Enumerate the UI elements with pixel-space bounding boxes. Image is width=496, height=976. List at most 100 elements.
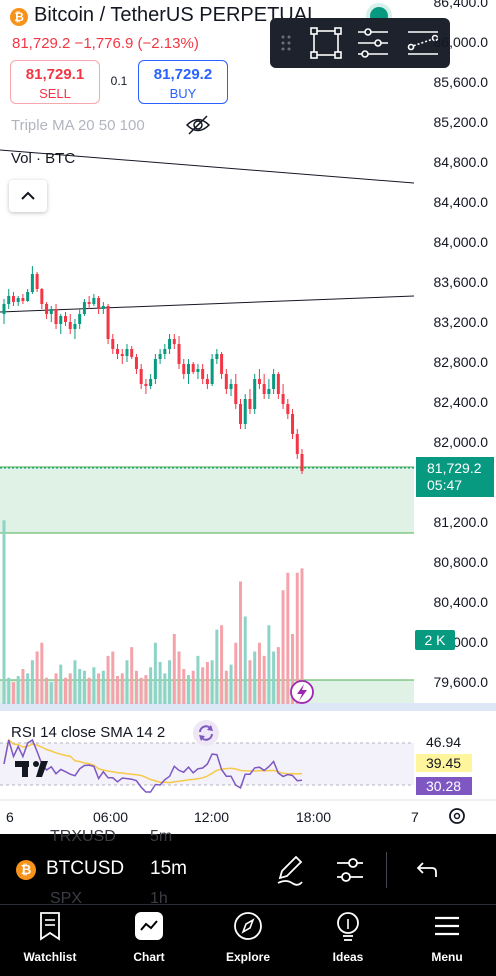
price-zone-rectangle[interactable] [0, 467, 414, 533]
candle [196, 364, 200, 379]
sell-button[interactable]: 81,729.1 SELL [10, 60, 100, 104]
time-tick: 7 [411, 809, 419, 825]
candle [172, 334, 176, 349]
candle [215, 349, 219, 364]
volume-bar [177, 651, 181, 704]
bitcoin-icon: ₿ [16, 860, 36, 880]
volume-bar [134, 670, 138, 704]
price-tick: 82,400.0 [433, 394, 489, 410]
volume-bar [224, 670, 228, 704]
volume-bar [182, 669, 186, 704]
bitcoin-glyph: ₿ [20, 862, 32, 877]
candle [35, 272, 39, 292]
pane-separator[interactable] [0, 703, 496, 711]
lightning-icon[interactable] [290, 680, 314, 704]
drag-handle-icon[interactable] [281, 35, 291, 51]
candle [26, 289, 30, 302]
volume-bar [92, 667, 96, 704]
candle [45, 302, 49, 319]
candle [272, 369, 276, 394]
drawing-toolbar[interactable] [270, 18, 450, 68]
candle [63, 312, 67, 326]
bitcoin-glyph: ₿ [14, 10, 24, 24]
price-tick: 84,000.0 [433, 234, 489, 250]
volume-bar [63, 677, 67, 704]
nav-explore[interactable]: Explore [198, 908, 298, 972]
trend-line-upper[interactable] [0, 149, 415, 184]
collapse-legend-button[interactable] [9, 180, 47, 212]
bar-countdown: 05:47 [427, 477, 463, 493]
candle [54, 304, 58, 329]
volume-bar [262, 655, 266, 704]
candle-body [243, 399, 247, 424]
candle [248, 389, 252, 414]
last-price-tag: 81,729.2 05:47 [416, 457, 494, 497]
candle-body [21, 298, 25, 301]
candle [78, 309, 82, 329]
candle [286, 399, 290, 419]
bottom-navigation [0, 904, 496, 976]
volume-bar [2, 520, 6, 704]
symbol-title[interactable]: Bitcoin / TetherUS PERPETUAL [34, 4, 319, 26]
candle-body [201, 369, 205, 379]
candle [295, 429, 299, 459]
indicators-settings-icon[interactable] [333, 852, 367, 888]
volume-label[interactable]: Vol · BTC [11, 150, 76, 167]
symbol-selector[interactable]: BTCUSD [46, 858, 125, 879]
nav-chart[interactable]: Chart [99, 908, 199, 972]
candle-body [35, 274, 39, 289]
fib-settings-icon[interactable] [407, 31, 439, 55]
nav-ideas[interactable]: Ideas [298, 908, 398, 972]
candle [111, 334, 115, 354]
candle-body [229, 384, 233, 389]
price-tick: 84,400.0 [433, 194, 489, 210]
volume-bar [106, 655, 110, 704]
candle-body [262, 384, 266, 394]
candle-body [26, 292, 30, 301]
parallel-channel-icon[interactable] [358, 28, 388, 58]
candle [59, 314, 63, 334]
rsi-label[interactable]: RSI 14 close SMA 14 2 [11, 724, 166, 741]
candle-body [215, 354, 219, 359]
candle [130, 346, 134, 359]
price-tick: 85,600.0 [433, 74, 489, 90]
candle [257, 369, 261, 389]
candle-body [68, 322, 72, 329]
trend-line-horizontal[interactable] [0, 295, 415, 313]
volume-bar [130, 647, 134, 704]
candle-body [300, 454, 304, 472]
candle-body [272, 374, 276, 389]
buy-label: BUY [169, 86, 197, 101]
candle-body [63, 316, 67, 322]
candle [116, 344, 120, 359]
refresh-icon [199, 725, 213, 741]
candle-body [73, 324, 77, 329]
buy-button[interactable]: 81,729.2 BUY [138, 60, 228, 104]
candle-body [153, 359, 157, 379]
undo-icon[interactable] [408, 852, 442, 888]
candle-body [97, 298, 101, 309]
rectangle-tool-icon[interactable] [310, 27, 342, 59]
candle [300, 449, 304, 474]
drawing-pen-icon[interactable] [272, 852, 306, 888]
hidden-eye-icon[interactable] [185, 114, 211, 136]
nav-menu[interactable]: Menu [397, 908, 496, 972]
volume-tag: 2 K [415, 630, 455, 650]
price-tick: 81,200.0 [433, 514, 489, 530]
interval-selector[interactable]: 15m [150, 858, 187, 879]
candles-layer [2, 266, 304, 474]
nav-watchlist[interactable]: Watchlist [0, 908, 100, 972]
candle-body [7, 296, 11, 304]
candle [16, 296, 20, 306]
volume-bar [87, 677, 91, 704]
price-tick: 86,000.0 [433, 34, 489, 50]
chart-settings-icon[interactable] [449, 808, 465, 824]
compass-icon [234, 912, 262, 940]
volume-bar [45, 677, 49, 704]
candle [220, 352, 224, 379]
triple-ma-label[interactable]: Triple MA 20 50 100 [11, 117, 145, 134]
rsi-refresh-button[interactable] [193, 720, 219, 746]
candle [182, 359, 186, 379]
time-tick: 12:00 [194, 809, 230, 825]
